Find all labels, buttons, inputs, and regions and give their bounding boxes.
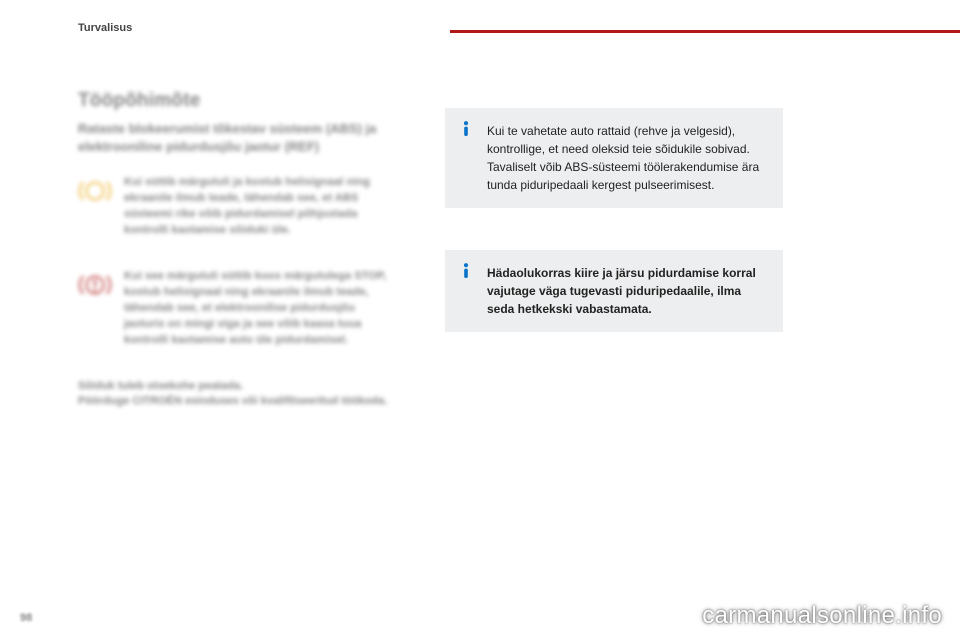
manual-page: Turvalisus Tööpõhimõte Rataste blokeerum… bbox=[0, 0, 960, 640]
info-icon bbox=[457, 120, 475, 138]
right-column: Kui te vahetate auto rattaid (rehve ja v… bbox=[445, 108, 783, 374]
warning-block-brake: Kui see märgutuli süttib koos märgutuleg… bbox=[78, 269, 398, 349]
warning-block-abs: Kui süttib märgutuli ja kostub helisigna… bbox=[78, 175, 398, 239]
warning-text-abs: Kui süttib märgutuli ja kostub helisigna… bbox=[124, 175, 398, 239]
watermark: carmanualsonline.info bbox=[702, 602, 942, 630]
section-subheading: Rataste blokeerumist tõkestav süsteem (A… bbox=[78, 120, 398, 155]
info-text-tyres: Kui te vahetate auto rattaid (rehve ja v… bbox=[487, 124, 759, 192]
section-title: Turvalisus bbox=[78, 22, 132, 34]
warning-text-brake: Kui see märgutuli süttib koos märgutuleg… bbox=[124, 269, 398, 349]
page-header: Turvalisus bbox=[0, 24, 960, 38]
info-box-emergency: Hädaolukorras kiire ja järsu pidurdamise… bbox=[445, 250, 783, 332]
header-accent-line bbox=[450, 30, 960, 33]
left-column: Tööpõhimõte Rataste blokeerumist tõkesta… bbox=[78, 90, 398, 410]
abs-warning-icon bbox=[78, 177, 112, 210]
page-number: 98 bbox=[20, 612, 32, 624]
bottom-note: Sõiduk tuleb otsekohe peatada.Pöörduge C… bbox=[78, 379, 398, 411]
brake-warning-icon bbox=[78, 271, 112, 304]
info-icon bbox=[457, 262, 475, 280]
section-heading: Tööpõhimõte bbox=[78, 90, 398, 112]
info-box-tyres: Kui te vahetate auto rattaid (rehve ja v… bbox=[445, 108, 783, 208]
info-text-emergency: Hädaolukorras kiire ja järsu pidurdamise… bbox=[487, 266, 756, 316]
